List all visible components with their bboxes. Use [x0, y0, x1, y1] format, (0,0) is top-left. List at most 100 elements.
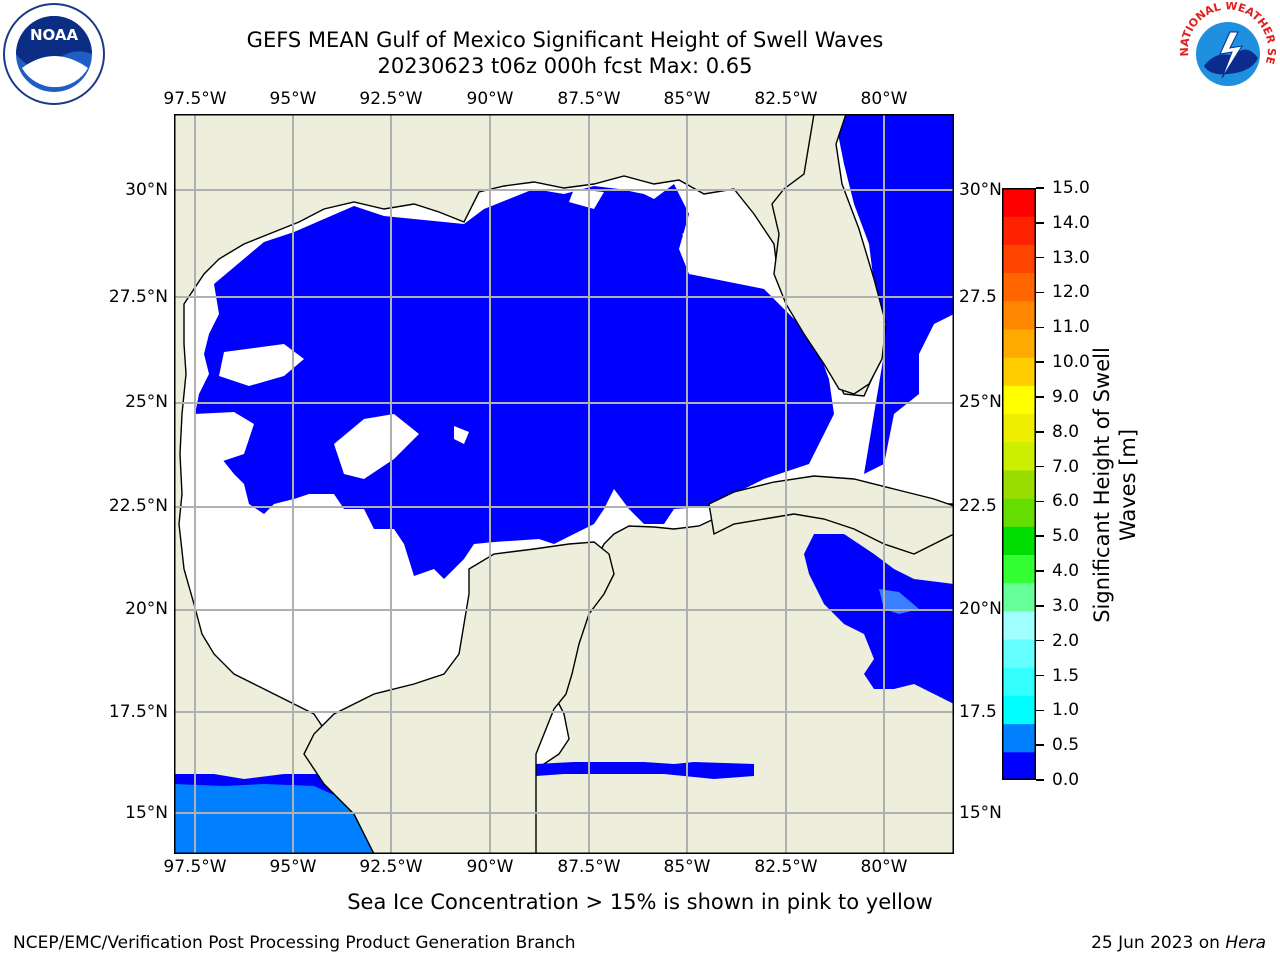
colorbar-segment	[1002, 244, 1036, 274]
lon-label-bottom: 95°W	[269, 857, 317, 877]
footer-date: 25 Jun 2023 on Hera	[1091, 933, 1266, 953]
colorbar-tick-label: 6.0	[1052, 491, 1080, 512]
gulf-of-mexico-map	[174, 114, 954, 854]
colorbar-segment	[1002, 357, 1036, 386]
swell-contour-honduras	[536, 762, 754, 779]
footer-date-text: 25 Jun 2023 on	[1091, 933, 1226, 953]
lon-label-top: 82.5°W	[754, 89, 818, 109]
footer-credit: NCEP/EMC/Verification Post Processing Pr…	[13, 933, 576, 953]
lat-label-right: 22.5	[959, 496, 997, 516]
colorbar-segment	[1002, 582, 1036, 612]
colorbar-tick-mark	[1036, 396, 1044, 398]
lat-label-left: 27.5°N	[108, 287, 168, 307]
lat-label-left: 15°N	[125, 803, 168, 823]
colorbar-tick-mark	[1036, 535, 1044, 537]
yucatan-land	[303, 541, 615, 854]
lat-label-left: 30°N	[125, 180, 168, 200]
lat-label-left: 17.5°N	[108, 702, 168, 722]
colorbar-segment	[1002, 751, 1036, 780]
colorbar-tick-label: 1.0	[1052, 700, 1080, 721]
colorbar-segment	[1002, 498, 1036, 527]
colorbar-frame	[1002, 188, 1036, 780]
colorbar-tick-label: 8.0	[1052, 421, 1080, 442]
colorbar-segment	[1002, 667, 1036, 696]
lon-label-bottom: 92.5°W	[359, 857, 423, 877]
map-subtitle-forecast: 20230623 t06z 000h fcst Max: 0.65	[377, 54, 753, 78]
noaa-logo: NOAA	[3, 3, 105, 105]
colorbar-tick-label: 0.0	[1052, 770, 1080, 790]
colorbar-tick-label: 10.0	[1052, 352, 1090, 373]
swell-contour-0-0.5m	[194, 184, 834, 579]
cuba-land	[708, 475, 954, 555]
colorbar-tick-mark	[1036, 605, 1044, 607]
colorbar-title: Significant Height of Swell Waves [m]	[1089, 347, 1141, 623]
lat-label-right: 15°N	[959, 803, 1002, 823]
colorbar-segment	[1002, 328, 1036, 358]
lon-label-top: 80°W	[860, 89, 908, 109]
lon-label-top: 95°W	[269, 89, 317, 109]
colorbar-title-line1: Significant Height of Swell	[1090, 347, 1114, 623]
florida-land	[771, 114, 887, 395]
colorbar-tick-mark	[1036, 570, 1044, 572]
colorbar-tick-mark	[1036, 709, 1044, 712]
colorbar-segment	[1002, 385, 1036, 415]
colorbar-tick-label: 9.0	[1052, 386, 1080, 407]
lon-label-top: 92.5°W	[359, 89, 423, 109]
colorbar	[1002, 188, 1036, 780]
swell-contour-east	[834, 114, 954, 474]
colorbar-segment	[1002, 188, 1036, 217]
colorbar-tick-mark	[1036, 431, 1044, 433]
colorbar-tick-label: 4.0	[1052, 561, 1080, 582]
colorbar-segment	[1002, 695, 1036, 725]
lat-label-right: 25°N	[959, 392, 1002, 412]
colorbar-tick-mark	[1036, 639, 1044, 642]
colorbar-tick-mark	[1036, 465, 1044, 468]
map-frame	[174, 114, 954, 854]
sea-ice-note: Sea Ice Concentration > 15% is shown in …	[347, 890, 933, 914]
colorbar-tick-mark	[1036, 674, 1044, 677]
nws-logo: NATIONAL WEATHER SERVICE	[1176, 2, 1278, 102]
colorbar-tick-mark	[1036, 500, 1044, 503]
lat-label-right: 30°N	[959, 180, 1002, 200]
colorbar-segment	[1002, 441, 1036, 471]
lon-label-bottom: 90°W	[466, 857, 514, 877]
colorbar-tick-label: 3.0	[1052, 595, 1080, 616]
lon-label-bottom: 97.5°W	[163, 857, 227, 877]
colorbar-tick-label: 13.0	[1052, 247, 1090, 268]
lat-label-left: 25°N	[125, 392, 168, 412]
colorbar-segment	[1002, 300, 1036, 330]
colorbar-tick-mark	[1036, 291, 1044, 294]
colorbar-segment	[1002, 639, 1036, 668]
colorbar-tick-mark	[1036, 187, 1044, 189]
colorbar-tick-label: 1.5	[1052, 665, 1080, 686]
swell-contour-0.5-1m-patch	[879, 589, 919, 614]
colorbar-segment	[1002, 272, 1036, 302]
lon-label-top: 90°W	[466, 89, 514, 109]
colorbar-tick-label: 2.0	[1052, 630, 1080, 651]
lon-label-top: 87.5°W	[557, 89, 621, 109]
colorbar-segment	[1002, 526, 1036, 555]
lat-label-left: 22.5°N	[108, 496, 168, 516]
lat-label-right: 17.5	[959, 702, 997, 722]
colorbar-segment	[1002, 413, 1036, 443]
lat-label-right: 20°N	[959, 599, 1002, 619]
map-title: GEFS MEAN Gulf of Mexico Significant Hei…	[246, 28, 884, 52]
lat-label-left: 20°N	[125, 599, 168, 619]
colorbar-segment	[1002, 216, 1036, 245]
lat-label-right: 27.5	[959, 287, 997, 307]
colorbar-tick-mark	[1036, 744, 1044, 746]
colorbar-tick-mark	[1036, 256, 1044, 259]
colorbar-segment	[1002, 723, 1036, 753]
colorbar-tick-label: 11.0	[1052, 317, 1090, 338]
colorbar-tick-label: 12.0	[1052, 282, 1090, 303]
colorbar-tick-label: 5.0	[1052, 526, 1080, 547]
footer-machine: Hera	[1225, 933, 1266, 953]
lon-label-top: 97.5°W	[163, 89, 227, 109]
swell-contour-caribbean	[804, 534, 954, 704]
colorbar-segment	[1002, 554, 1036, 584]
colorbar-tick-mark	[1036, 361, 1044, 363]
lon-label-bottom: 87.5°W	[557, 857, 621, 877]
map-gridlines	[174, 114, 954, 854]
colorbar-segment	[1002, 610, 1036, 640]
colorbar-tick-label: 0.5	[1052, 735, 1080, 756]
